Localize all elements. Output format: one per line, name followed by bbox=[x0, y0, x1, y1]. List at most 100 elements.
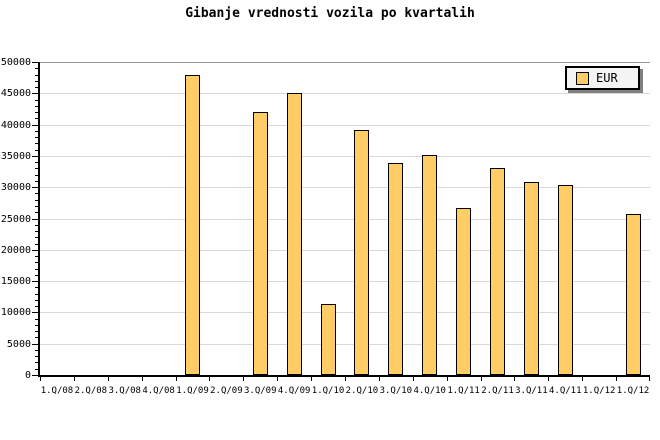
x-tick-label: 1.Q/12 bbox=[616, 386, 650, 396]
y-minor-tick bbox=[35, 287, 38, 289]
x-axis-ticks bbox=[40, 377, 650, 382]
x-tick-label: 2.Q/11 bbox=[481, 386, 514, 396]
y-minor-tick bbox=[35, 193, 38, 195]
y-minor-tick bbox=[35, 87, 38, 89]
x-axis-tick bbox=[107, 377, 109, 381]
bar-15-3q11 bbox=[523, 182, 539, 375]
gridline-5000 bbox=[40, 343, 650, 345]
y-major-tick bbox=[32, 124, 38, 126]
gridline-50000 bbox=[40, 62, 650, 63]
legend: EUR bbox=[565, 66, 640, 90]
bar-11-3q10 bbox=[388, 163, 404, 375]
bar-7-3q09 bbox=[252, 112, 268, 375]
y-minor-tick bbox=[35, 331, 38, 333]
y-minor-tick bbox=[35, 337, 38, 339]
x-axis-tick bbox=[175, 377, 177, 381]
y-minor-tick bbox=[35, 231, 38, 233]
y-minor-tick bbox=[35, 293, 38, 295]
y-minor-tick bbox=[35, 168, 38, 170]
bar-9-1q10 bbox=[320, 304, 336, 375]
gridline-25000 bbox=[40, 218, 650, 220]
y-minor-tick bbox=[35, 237, 38, 239]
gridline-20000 bbox=[40, 249, 650, 251]
y-minor-tick bbox=[35, 130, 38, 132]
x-axis-tick bbox=[548, 377, 550, 381]
x-axis-tick bbox=[582, 377, 584, 381]
gridline-40000 bbox=[40, 124, 650, 126]
bar-18-1q12 bbox=[625, 213, 641, 375]
y-minor-tick bbox=[35, 112, 38, 114]
y-major-tick bbox=[32, 93, 38, 95]
x-tick-label: 3.Q/09 bbox=[244, 386, 277, 396]
y-major-tick bbox=[32, 62, 38, 63]
x-axis-tick bbox=[277, 377, 279, 381]
y-tick-label: 20000 bbox=[0, 244, 31, 256]
x-tick-label: 3.Q/11 bbox=[515, 386, 548, 396]
x-axis-tick bbox=[345, 377, 346, 381]
y-axis: 0 5000 10000 15000 20000 25000 30000 35000 40000… bbox=[0, 58, 38, 381]
y-minor-tick bbox=[35, 224, 38, 226]
plot-area bbox=[38, 62, 650, 377]
y-minor-tick bbox=[35, 149, 38, 151]
x-tick-label: 3.Q/08 bbox=[108, 386, 141, 396]
gridline-10000 bbox=[40, 312, 650, 314]
y-minor-tick bbox=[35, 299, 38, 301]
x-tick-label: 4.Q/09 bbox=[277, 386, 311, 396]
y-minor-tick bbox=[35, 180, 38, 182]
x-axis-tick bbox=[73, 377, 75, 381]
x-axis-tick bbox=[480, 377, 482, 381]
x-tick-label: 1.Q/11 bbox=[447, 386, 480, 396]
y-minor-tick bbox=[35, 306, 38, 308]
y-major-tick bbox=[32, 375, 38, 376]
x-tick-label: 1.Q/09 bbox=[176, 386, 209, 396]
y-minor-tick bbox=[35, 274, 38, 276]
y-minor-tick bbox=[35, 99, 38, 101]
bar-13-1q11 bbox=[456, 207, 472, 375]
y-tick-label: 35000 bbox=[0, 150, 31, 162]
y-minor-tick bbox=[35, 68, 38, 70]
x-axis-tick bbox=[209, 377, 211, 381]
gridline-35000 bbox=[40, 155, 650, 157]
chart-title: Gibanje vrednosti vozila po kvartalih bbox=[185, 6, 475, 21]
y-minor-tick bbox=[35, 74, 38, 76]
bar-14-2q11 bbox=[490, 168, 505, 375]
x-tick-label: 4.Q/10 bbox=[413, 386, 446, 396]
bar-16-4q11 bbox=[557, 184, 573, 375]
y-minor-tick bbox=[35, 318, 38, 320]
y-major-tick bbox=[32, 249, 38, 251]
bar-10-2q10 bbox=[354, 129, 370, 375]
gridline-15000 bbox=[40, 281, 650, 283]
y-tick-label: 0 bbox=[24, 370, 31, 381]
x-tick-label: 1.Q/08 bbox=[40, 386, 74, 396]
x-axis-tick bbox=[378, 377, 380, 381]
y-tick-label: 15000 bbox=[0, 276, 31, 288]
x-axis-tick bbox=[40, 377, 41, 381]
x-axis-tick bbox=[243, 377, 245, 381]
bar-8-4q09 bbox=[286, 93, 302, 375]
y-minor-tick bbox=[35, 105, 38, 107]
y-minor-tick bbox=[35, 262, 38, 264]
x-tick-label: 1.Q/10 bbox=[311, 386, 345, 396]
x-axis-tick bbox=[649, 377, 650, 381]
y-tick-label: 30000 bbox=[0, 182, 31, 194]
x-axis-labels: 1.Q/08 2.Q/08 3.Q/08 4.Q/08 1.Q/09 2.Q/09 3.Q/… bbox=[40, 386, 650, 400]
x-tick-label: 3.Q/10 bbox=[379, 386, 413, 396]
x-tick-label: 4.Q/11 bbox=[549, 386, 582, 396]
y-tick-label: 50000 bbox=[0, 57, 31, 68]
y-tick-label: 10000 bbox=[0, 307, 31, 319]
y-minor-tick bbox=[35, 80, 38, 82]
y-tick-label: 40000 bbox=[0, 119, 31, 131]
y-minor-tick bbox=[35, 137, 38, 139]
y-minor-tick bbox=[35, 349, 38, 351]
y-major-tick bbox=[32, 312, 38, 314]
y-major-tick bbox=[32, 218, 38, 220]
x-tick-label: 2.Q/10 bbox=[345, 386, 379, 396]
x-axis-tick bbox=[446, 377, 448, 381]
y-major-tick bbox=[32, 155, 38, 157]
x-tick-label: 2.Q/09 bbox=[210, 386, 243, 396]
x-axis-tick bbox=[412, 377, 414, 381]
y-minor-tick bbox=[35, 212, 38, 214]
gridline-45000 bbox=[40, 93, 650, 95]
y-minor-tick bbox=[35, 162, 38, 164]
